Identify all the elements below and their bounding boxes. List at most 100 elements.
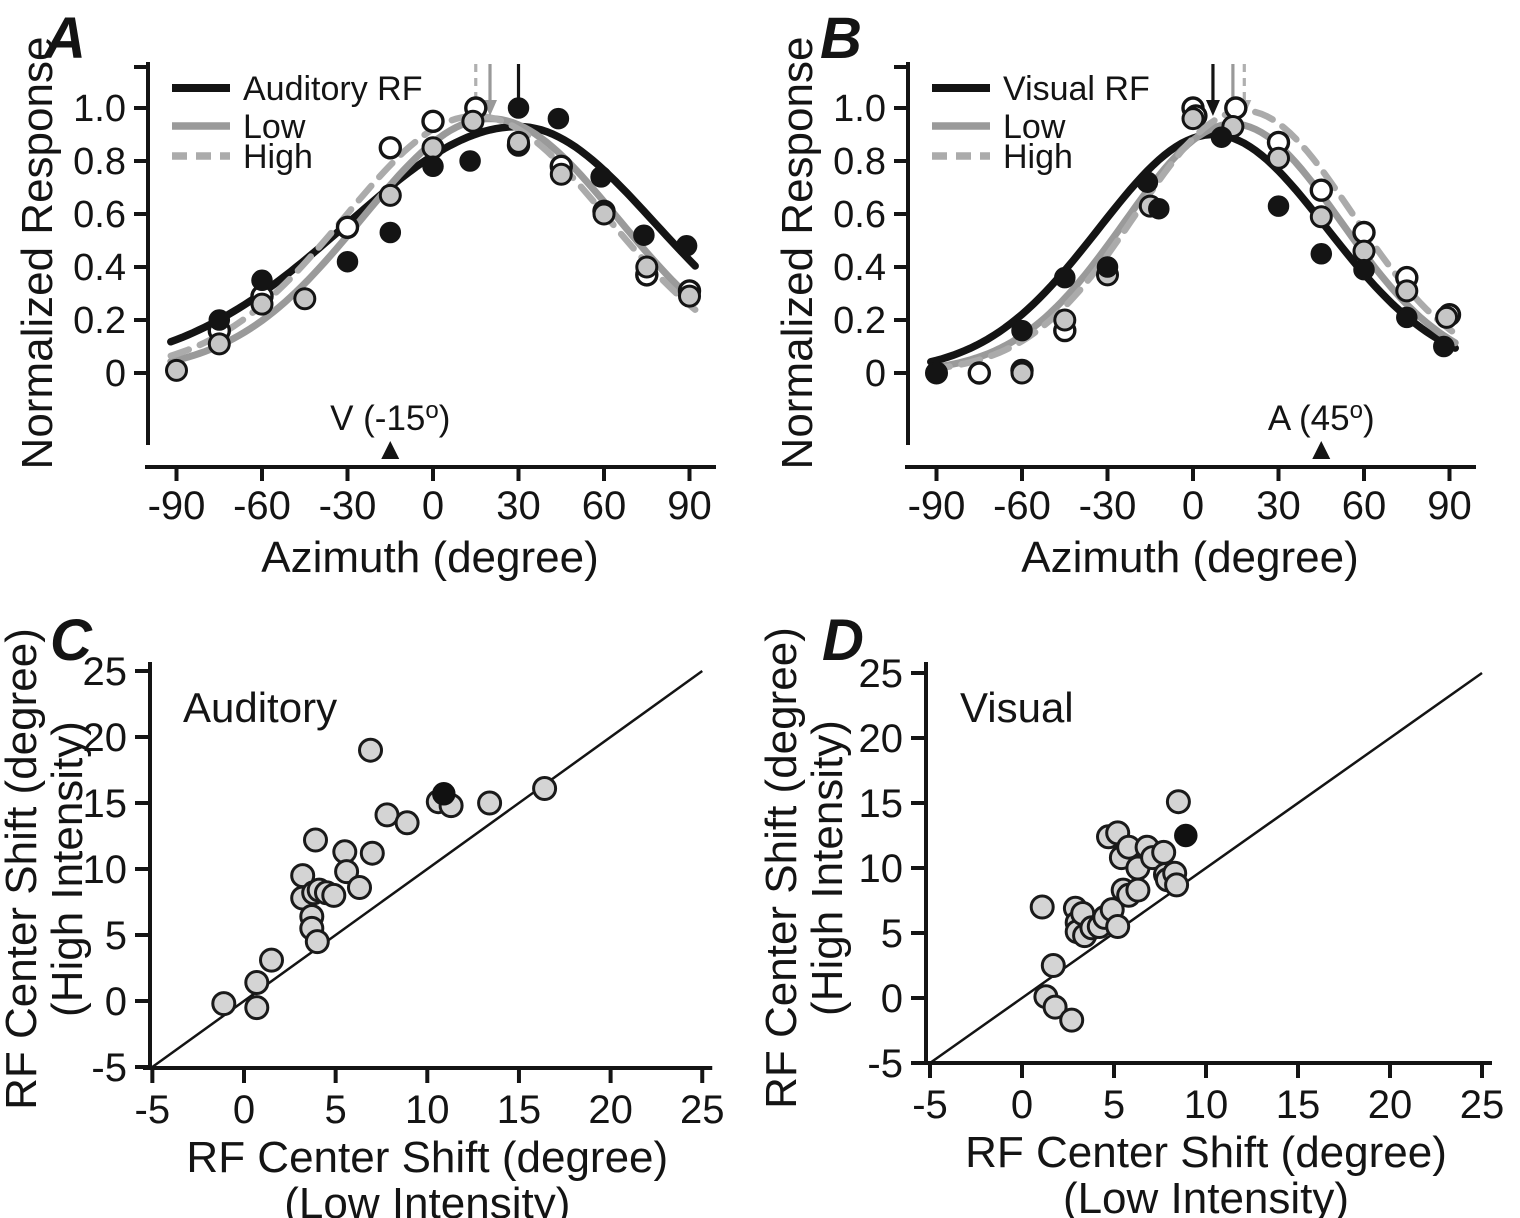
data-point-high-data bbox=[1352, 220, 1376, 245]
data-point-population-cells bbox=[259, 947, 284, 973]
data-point-example-cell bbox=[1174, 823, 1198, 848]
data-point-visual-rf-data bbox=[1210, 126, 1233, 148]
data-point-low-data bbox=[207, 332, 231, 356]
x-tick-label: -60 bbox=[993, 484, 1051, 528]
data-point-visual-rf-data bbox=[1396, 306, 1418, 329]
stimulus-marker-label: A (45o) bbox=[1268, 397, 1375, 438]
x-axis-label-line1: RF Center Shift (degree) bbox=[965, 1128, 1447, 1177]
y-tick-label: 15 bbox=[859, 782, 904, 826]
data-point-population-cells bbox=[244, 995, 270, 1021]
data-point-population-cells bbox=[1059, 1007, 1085, 1033]
data-point-visual-rf-data bbox=[1433, 335, 1455, 358]
y-tick-label: 0 bbox=[105, 980, 127, 1024]
x-tick-label: -30 bbox=[319, 484, 377, 528]
peak-arrow-head bbox=[1205, 100, 1220, 116]
data-point-low-data bbox=[1053, 308, 1077, 332]
data-point-population-cells bbox=[394, 810, 420, 836]
data-point-high-data bbox=[1224, 96, 1248, 120]
data-point-low-data bbox=[1181, 107, 1205, 131]
legend-label-high: High bbox=[243, 138, 313, 176]
identity-line bbox=[151, 669, 703, 1069]
x-tick-label: 15 bbox=[497, 1088, 542, 1132]
data-point-low-data bbox=[1010, 361, 1034, 385]
data-point-population-cells bbox=[1029, 894, 1055, 920]
y-tick-label: -5 bbox=[867, 1042, 903, 1086]
data-point-auditory-rf-data bbox=[547, 107, 570, 130]
data-point-population-cells bbox=[359, 840, 385, 866]
data-point-low-data bbox=[1309, 205, 1333, 229]
data-point-visual-rf-data bbox=[1148, 197, 1170, 220]
data-point-population-cells bbox=[358, 737, 383, 763]
data-point-low-data bbox=[507, 130, 530, 154]
panel-letter: C bbox=[50, 608, 93, 673]
data-point-population-cells bbox=[1040, 953, 1066, 978]
panel-letter: B bbox=[820, 6, 862, 71]
x-tick-label: 20 bbox=[1368, 1083, 1413, 1127]
stimulus-marker-label: V (-15o) bbox=[330, 397, 450, 438]
data-point-high-data bbox=[1309, 178, 1333, 202]
x-axis-label: Azimuth (degree) bbox=[261, 533, 598, 582]
data-point-population-cells bbox=[211, 991, 237, 1017]
y-tick-label: 0.4 bbox=[833, 247, 886, 289]
legend-label-visual-rf: Visual RF bbox=[1003, 70, 1150, 108]
x-axis-label-line2: (Low Intensity) bbox=[284, 1179, 570, 1218]
data-point-high-data bbox=[967, 361, 992, 385]
y-tick-label: 0.4 bbox=[73, 247, 126, 289]
data-point-low-data bbox=[549, 162, 573, 186]
x-tick-label: 0 bbox=[233, 1088, 255, 1132]
y-tick-label: 15 bbox=[83, 782, 128, 826]
y-tick-label: 0.8 bbox=[73, 141, 126, 183]
y-tick-label: -5 bbox=[91, 1046, 127, 1090]
panel-a-tuning-plot: A 0 0.2 0.4 0.6 0.8 1.0 -90 -60 -30 0 30 60 90 Azimuth… bbox=[13, 6, 716, 582]
data-point-low-data bbox=[592, 202, 616, 226]
x-tick-label: 5 bbox=[325, 1088, 347, 1132]
legend-label-auditory-rf: Auditory RF bbox=[243, 70, 423, 108]
y-tick-label: 20 bbox=[83, 716, 128, 760]
y-axis-label: Normalized Response bbox=[13, 37, 62, 470]
y-axis-label-line1: RF Center Shift (degree) bbox=[0, 628, 46, 1110]
data-point-population-cells bbox=[334, 859, 360, 885]
data-point-population-cells bbox=[1164, 872, 1190, 898]
data-point-population-cells bbox=[321, 882, 347, 908]
x-tick-label: 0 bbox=[1182, 484, 1204, 528]
y-tick-label: 0 bbox=[105, 353, 126, 395]
y-tick-label: 1.0 bbox=[73, 88, 126, 130]
y-tick-label: 20 bbox=[859, 717, 904, 761]
data-point-population-cells bbox=[1151, 839, 1177, 865]
data-point-auditory-rf-data bbox=[675, 235, 698, 257]
data-point-visual-rf-data bbox=[1054, 266, 1076, 289]
x-tick-label: -5 bbox=[912, 1083, 948, 1127]
data-point-low-data bbox=[293, 287, 317, 311]
data-point-visual-rf-data bbox=[1267, 195, 1290, 217]
data-point-auditory-rf-data bbox=[459, 150, 481, 172]
data-point-population-cells bbox=[532, 776, 558, 801]
y-tick-label: 0.2 bbox=[73, 300, 126, 342]
y-axis-label-line2: (High Intensity) bbox=[43, 721, 92, 1017]
data-point-low-data bbox=[421, 136, 445, 160]
y-tick-label: 10 bbox=[83, 848, 128, 892]
data-point-population-cells bbox=[1042, 994, 1068, 1020]
data-point-low-data bbox=[1352, 239, 1376, 263]
data-point-high-data bbox=[378, 136, 402, 160]
data-point-high-data bbox=[335, 215, 360, 240]
y-tick-label: 0.2 bbox=[833, 300, 886, 342]
y-tick-label: 10 bbox=[859, 847, 904, 891]
data-point-low-data bbox=[165, 358, 188, 382]
data-point-visual-rf-data bbox=[1353, 258, 1375, 281]
data-point-population-cells bbox=[477, 790, 503, 816]
data-point-population-cells bbox=[244, 970, 270, 995]
y-tick-label: 5 bbox=[881, 912, 903, 956]
y-tick-label: 25 bbox=[83, 650, 128, 694]
panel-b-tuning-plot: B 0 0.2 0.4 0.6 0.8 1.0 -90 -60 -30 0 30 60 90 Azimuth… bbox=[773, 6, 1476, 582]
data-point-population-cells bbox=[1165, 789, 1191, 815]
x-tick-label: -90 bbox=[148, 484, 206, 528]
x-tick-label: 20 bbox=[588, 1088, 633, 1132]
data-point-population-cells bbox=[303, 827, 328, 853]
x-tick-label: 15 bbox=[1276, 1083, 1321, 1127]
data-point-example-cell bbox=[432, 782, 456, 806]
x-tick-label: -5 bbox=[135, 1088, 171, 1132]
data-point-visual-rf-data bbox=[1011, 319, 1033, 342]
x-tick-label: 30 bbox=[1256, 484, 1301, 528]
data-point-auditory-rf-data bbox=[590, 166, 612, 188]
